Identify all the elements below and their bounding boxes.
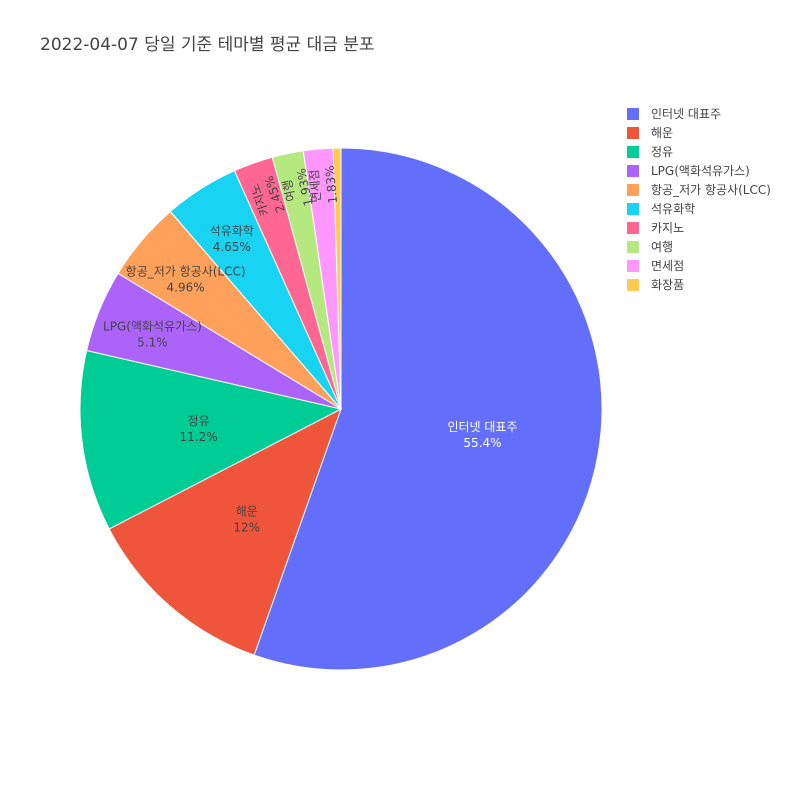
slice-percent-label: 11.2% (180, 430, 218, 444)
slice-percent-label: 12% (233, 520, 260, 534)
legend-item-석유화학[interactable]: 석유화학 (627, 202, 695, 216)
legend-item-항공-저가-항공사-lcc[interactable]: 항공_저가 항공사(LCC) (627, 183, 771, 197)
pie-slices (79, 147, 603, 671)
legend-item-해운[interactable]: 해운 (627, 126, 673, 140)
legend-item-화장품[interactable]: 화장품 (627, 278, 684, 292)
legend-swatch (627, 241, 639, 253)
legend-swatch (627, 108, 639, 120)
legend-swatch (627, 279, 639, 291)
slice-percent-label: 5.1% (137, 335, 168, 349)
slice-label-해운: 해운 12% (233, 504, 260, 534)
slice-category-label: 해운 (236, 504, 258, 518)
legend-swatch (627, 222, 639, 234)
legend-item-여행[interactable]: 여행 (627, 239, 673, 254)
slice-percent-label: 1.83% (323, 165, 340, 204)
slice-category-label: 인터넷 대표주 (447, 420, 517, 434)
slice-percent-label: 55.4% (463, 436, 501, 450)
legend-label: 석유화학 (651, 202, 695, 216)
legend-item-카지노[interactable]: 카지노 (627, 221, 684, 235)
chart-title: 2022-04-07 당일 기준 테마별 평균 대금 분포 (40, 35, 375, 55)
legend-label: 항공_저가 항공사(LCC) (651, 183, 771, 197)
legend-swatch (627, 260, 639, 272)
slice-category-label: 정유 (188, 414, 210, 428)
slice-category-label: 항공_저가 항공사(LCC) (126, 264, 246, 278)
slice-percent-label: 4.65% (213, 240, 251, 254)
legend-label: LPG(액화석유가스) (651, 164, 750, 178)
legend-label: 카지노 (651, 221, 684, 235)
legend-swatch (627, 146, 639, 158)
legend-item-정유[interactable]: 정유 (627, 145, 673, 159)
slice-percent-label: 4.96% (167, 280, 205, 294)
legend-label: 면세점 (651, 259, 684, 273)
slice-label-면세점: 면세점1.83% (307, 165, 340, 206)
pie-slice-labels: 인터넷 대표주 55.4% 해운 12% 정유 11.2% LPG(액화석유가스) 5.1% 항… (103, 165, 518, 534)
slice-category-label: 석유화학 (210, 224, 254, 238)
legend-swatch (627, 184, 639, 196)
legend-swatch (627, 127, 639, 139)
legend-item-인터넷-대표주[interactable]: 인터넷 대표주 (627, 107, 721, 121)
pie-slice-해운[interactable] (108, 407, 342, 656)
slice-category-label: LPG(액화석유가스) (103, 319, 202, 333)
slice-label-인터넷-대표주: 인터넷 대표주 55.4% (447, 420, 517, 450)
pie-slice-정유[interactable] (79, 349, 343, 530)
slice-label-항공-저가-항공사-lcc: 항공_저가 항공사(LCC) 4.96% (126, 264, 246, 294)
slice-label-석유화학: 석유화학 4.65% (210, 224, 254, 254)
slice-label-lpg-액화석유가스: LPG(액화석유가스) 5.1% (103, 319, 202, 349)
slice-label-정유: 정유 11.2% (180, 414, 218, 444)
legend-swatch (627, 165, 639, 177)
legend-label: 인터넷 대표주 (651, 107, 721, 121)
legend-label: 여행 (651, 239, 673, 254)
pie-slice-화장품[interactable] (332, 147, 342, 410)
legend-label: 해운 (651, 126, 673, 140)
legend-label: 화장품 (651, 278, 684, 292)
slice-category-label: 면세점 (307, 169, 324, 203)
legend-label: 정유 (651, 145, 673, 159)
slice-category-label: 여행 (279, 178, 298, 203)
legend-item-면세점[interactable]: 면세점 (627, 259, 684, 273)
legend-swatch (627, 203, 639, 215)
legend-item-lpg-액화석유가스[interactable]: LPG(액화석유가스) (627, 164, 750, 178)
